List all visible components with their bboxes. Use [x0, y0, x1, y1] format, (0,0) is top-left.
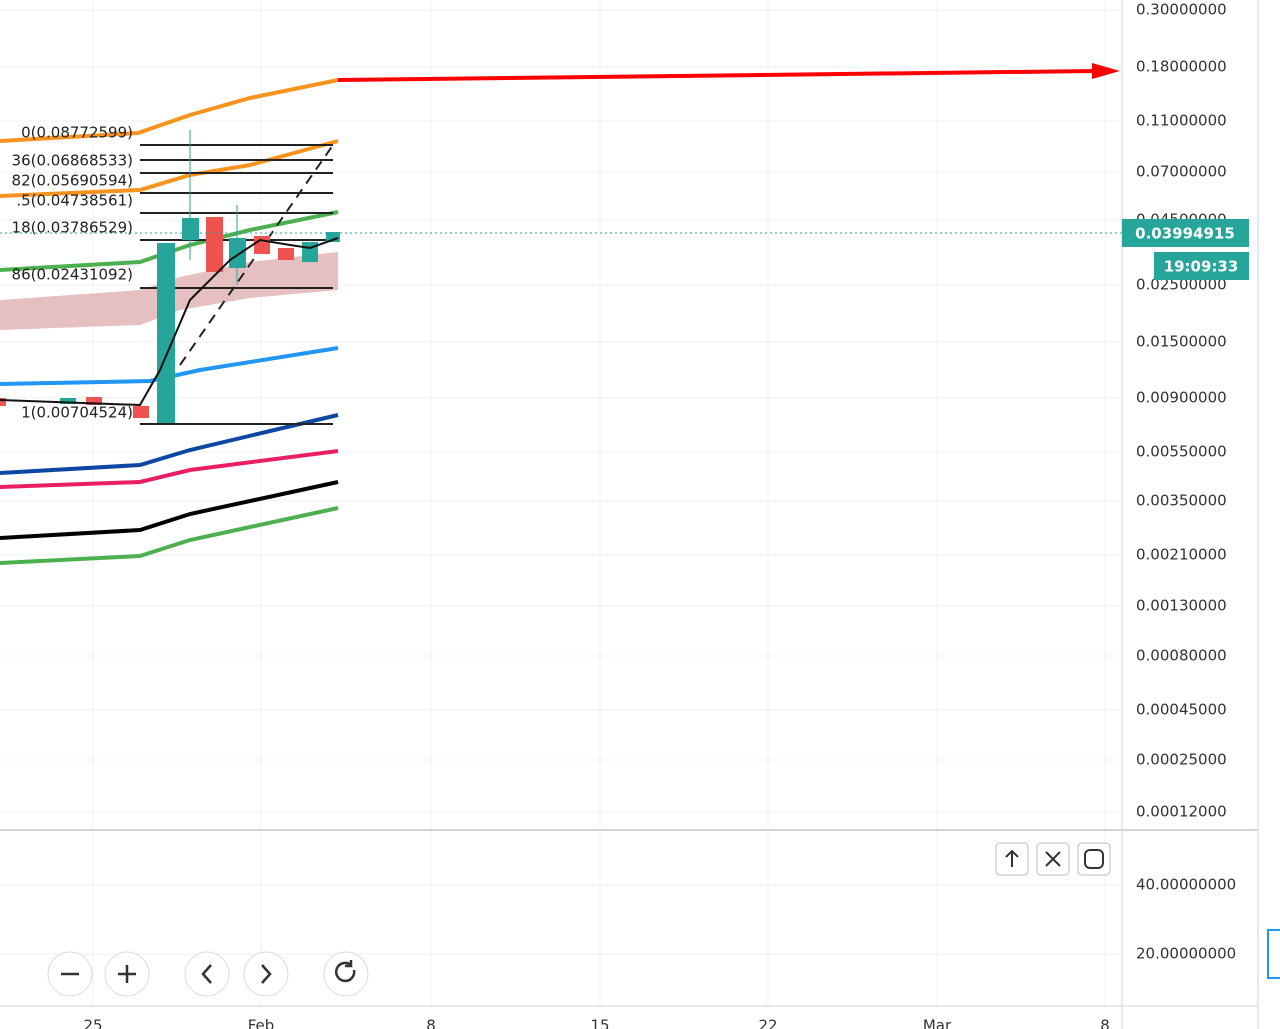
price-label: 0.00025000: [1136, 751, 1227, 769]
pane-label: 20.00000000: [1136, 945, 1236, 963]
price-label: 0.00210000: [1136, 546, 1227, 564]
countdown: 19:09:33: [1164, 258, 1239, 276]
side-tab[interactable]: [1267, 929, 1280, 979]
price-label: 0.00012000: [1136, 803, 1227, 821]
trend-line: [179, 144, 334, 366]
reset-button[interactable]: [323, 951, 369, 997]
pane-icons: [1005, 849, 1104, 869]
fib-label: 86(0.02431092): [12, 266, 133, 284]
price-label: 0.01500000: [1136, 333, 1227, 351]
price-label: 0.00045000: [1136, 701, 1227, 719]
price-label: 0.18000000: [1136, 58, 1227, 76]
price-label: 0.00130000: [1136, 597, 1227, 615]
fib-label: 36(0.06868533): [12, 152, 133, 170]
fib-label: 0(0.08772599): [21, 124, 133, 142]
pane-label: 40.00000000: [1136, 876, 1236, 894]
fib-label: 82(0.05690594): [12, 172, 133, 190]
arrow-head: [1092, 63, 1120, 79]
zoom-controls: [47, 951, 369, 997]
price-label: 0.07000000: [1136, 163, 1227, 181]
scroll-right-button[interactable]: [243, 951, 289, 997]
price-label: 0.00350000: [1136, 492, 1227, 510]
price-line: [0, 237, 339, 407]
fib-label: .5(0.04738561): [16, 192, 133, 210]
price-label: 0.30000000: [1136, 1, 1227, 19]
price-label: 0.00550000: [1136, 443, 1227, 461]
line: [0, 480, 339, 540]
candles: [0, 130, 340, 423]
time-label: 25: [83, 1017, 102, 1029]
time-label: 8: [426, 1017, 436, 1029]
line: [0, 449, 339, 489]
line: [0, 506, 339, 565]
line: [0, 78, 339, 143]
countdown-tag: [1154, 252, 1249, 280]
price-label: 0.11000000: [1136, 112, 1227, 130]
fib-label: 1(0.00704524): [21, 404, 133, 422]
time-label: 15: [590, 1017, 609, 1029]
time-label: 8: [1100, 1017, 1110, 1029]
price-label: 0.00900000: [1136, 389, 1227, 407]
last-price-tag: [1122, 219, 1249, 247]
time-label: Mar: [923, 1017, 952, 1029]
time-label: 22: [758, 1017, 777, 1029]
price-label: 0.00080000: [1136, 647, 1227, 665]
last-price: 0.03994915: [1135, 225, 1235, 243]
line: [0, 413, 339, 475]
time-label: Feb: [248, 1017, 275, 1029]
maximize-button[interactable]: [1077, 842, 1111, 876]
fib-label: 18(0.03786529): [12, 219, 133, 237]
fib-lines: [140, 144, 333, 425]
scroll-left-button[interactable]: [184, 951, 230, 997]
arrow: [337, 69, 1096, 82]
